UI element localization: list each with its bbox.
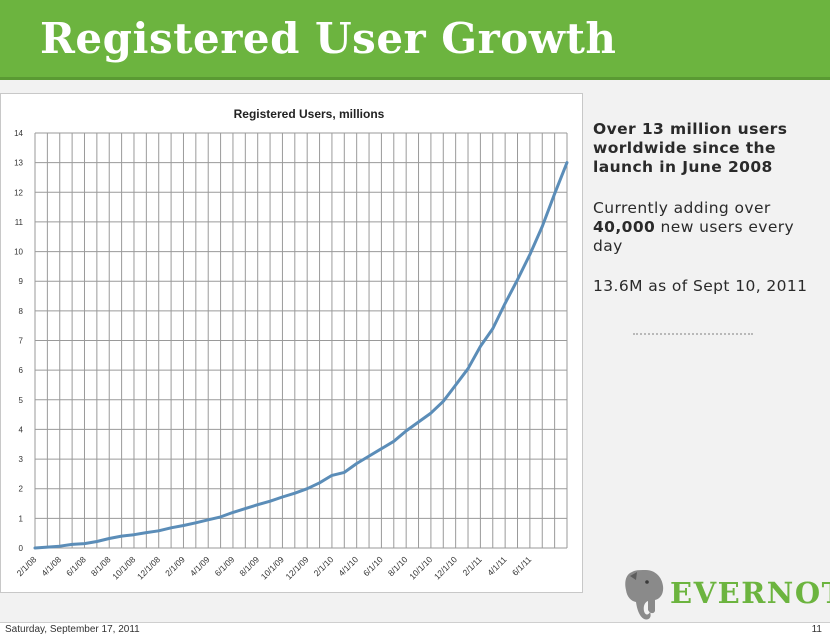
x-tick-label: 12/1/10 [432,554,459,581]
y-tick-label: 11 [15,218,24,227]
footer-date: Saturday, September 17, 2011 [5,624,140,635]
daily-growth-text: Currently adding over 40,000 new users e… [593,199,823,256]
elephant-icon [625,570,664,620]
x-tick-label: 4/1/08 [39,554,63,578]
y-tick-label: 9 [19,277,24,286]
y-tick-label: 14 [14,129,23,138]
chart-panel: Registered Users, millions 0 1 2 3 4 5 6 7 8 9 10 11… [0,93,583,593]
x-tick-label: 2/1/11 [460,554,484,578]
y-tick-label: 2 [19,485,24,494]
registered-users-line [33,161,569,550]
x-tick-label: 2/1/10 [312,554,336,578]
x-tick-label: 4/1/10 [336,554,360,578]
logo-wordmark: EVERNOTE [670,576,830,610]
x-tick-label: 10/1/10 [407,554,434,581]
x-tick-label: 12/1/09 [283,554,310,581]
y-tick-label: 4 [19,425,24,434]
y-tick-label: 0 [19,544,24,553]
x-tick-label: 2/1/09 [163,554,187,578]
x-tick-label: 6/1/11 [510,554,534,578]
y-tick-label: 13 [14,159,23,168]
slide-header: Registered User Growth [0,0,830,77]
y-tick-label: 8 [19,307,24,316]
header-divider [0,77,830,80]
x-tick-label: 4/1/11 [485,554,509,578]
x-tick-label: 10/1/09 [259,554,286,581]
y-tick-label: 1 [19,514,24,523]
growth-headline: Over 13 million users worldwide since th… [593,120,788,176]
footer-bar: Saturday, September 17, 2011 11 [0,622,830,638]
user-growth-chart: Registered Users, millions01234567891011… [14,107,569,581]
evernote-logo: EVERNOTE [622,566,830,622]
slide-title: Registered User Growth [40,14,617,63]
x-tick-label: 6/1/08 [64,554,88,578]
daily-growth-post: new users every day [593,218,795,255]
x-tick-label: 12/1/08 [135,554,162,581]
y-tick-label: 10 [14,248,23,257]
daily-growth-pre: Currently adding over [593,199,771,217]
x-tick-label: 4/1/09 [188,554,212,578]
x-tick-label: 10/1/08 [110,554,137,581]
as-of-text: 13.6M as of Sept 10, 2011 [593,277,808,295]
dotted-divider [633,333,753,335]
x-tick-label: 6/1/10 [361,554,385,578]
y-tick-label: 6 [19,366,24,375]
y-tick-label: 5 [19,396,24,405]
x-tick-label: 6/1/09 [213,554,237,578]
y-tick-label: 7 [19,337,24,346]
y-tick-label: 3 [19,455,24,464]
chart-title: Registered Users, millions [234,107,385,121]
y-tick-label: 12 [14,188,23,197]
daily-growth-number: 40,000 [593,218,656,236]
x-tick-label: 2/1/08 [15,554,39,578]
page-number: 11 [811,624,822,635]
